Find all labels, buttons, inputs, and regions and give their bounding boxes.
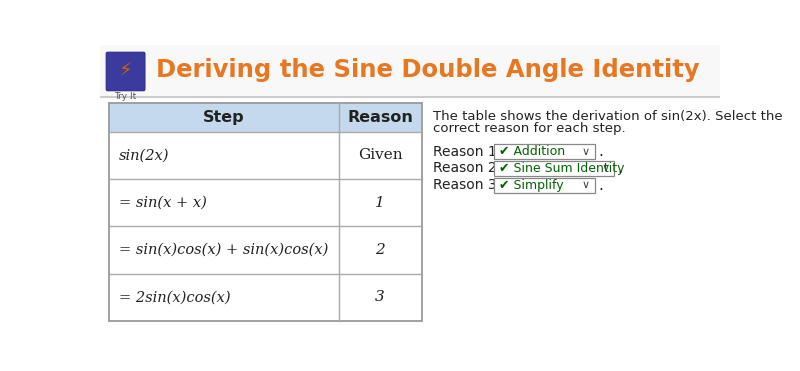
Text: Given: Given	[358, 148, 402, 162]
Bar	[110, 273, 422, 321]
Text: 1: 1	[375, 196, 385, 210]
Bar	[110, 132, 422, 179]
Bar	[494, 144, 595, 159]
Text: correct reason for each step.: correct reason for each step.	[434, 122, 626, 135]
Bar	[494, 161, 614, 176]
Text: = 2sin(x)cos(x): = 2sin(x)cos(x)	[118, 290, 230, 304]
Text: = sin(x + x): = sin(x + x)	[118, 196, 206, 210]
Text: ✔ Simplify: ✔ Simplify	[499, 179, 563, 192]
Text: ✔ Sine Sum Identity: ✔ Sine Sum Identity	[499, 162, 625, 175]
Text: sin(2x): sin(2x)	[118, 148, 169, 162]
Bar	[494, 178, 595, 193]
Text: ∨: ∨	[601, 164, 610, 174]
Text: .: .	[618, 161, 622, 176]
Text: 3: 3	[375, 290, 385, 304]
Text: .: .	[598, 144, 603, 159]
Text: ✔ Addition: ✔ Addition	[499, 145, 565, 158]
Text: Step: Step	[203, 110, 245, 125]
Text: Reason 2 is: Reason 2 is	[434, 161, 512, 175]
Bar	[110, 103, 422, 132]
Text: 2: 2	[375, 243, 385, 257]
Text: Reason: Reason	[347, 110, 413, 125]
Text: Try It: Try It	[114, 92, 137, 101]
Bar	[110, 226, 422, 273]
Text: .: .	[598, 178, 603, 193]
Text: ∨: ∨	[582, 147, 590, 157]
Text: Reason 3 is: Reason 3 is	[434, 178, 512, 193]
Bar	[110, 179, 422, 226]
Bar	[100, 45, 720, 97]
Text: = sin(x)cos(x) + sin(x)cos(x): = sin(x)cos(x) + sin(x)cos(x)	[118, 243, 328, 257]
Text: The table shows the derivation of sin(2x). Select the: The table shows the derivation of sin(2x…	[434, 110, 783, 123]
Text: Reason 1 is: Reason 1 is	[434, 145, 512, 158]
Bar	[110, 103, 422, 321]
FancyBboxPatch shape	[106, 52, 145, 91]
Text: Deriving the Sine Double Angle Identity: Deriving the Sine Double Angle Identity	[156, 58, 699, 82]
Text: ⚡: ⚡	[118, 61, 133, 80]
Text: ∨: ∨	[582, 180, 590, 190]
